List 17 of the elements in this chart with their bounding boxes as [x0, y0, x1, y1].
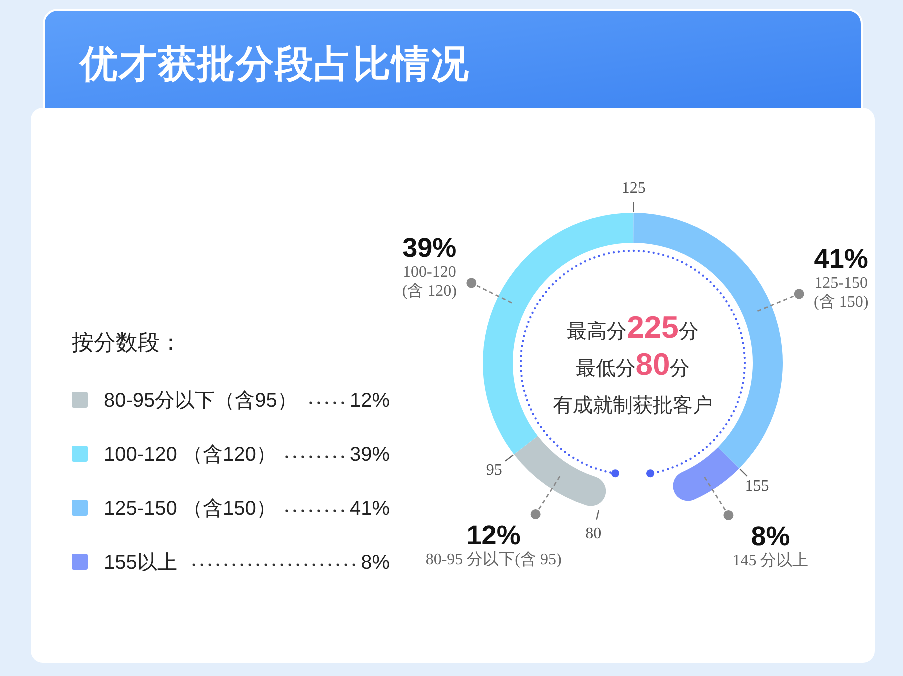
- text: 12%: [350, 390, 390, 412]
- text: 80: [586, 526, 602, 543]
- legend-label: 100-120 （含120）: [104, 444, 276, 466]
- text: 最低分80分: [576, 347, 690, 382]
- text: 41%: [350, 498, 390, 520]
- text: 8%: [361, 552, 390, 574]
- text: 155: [745, 478, 770, 496]
- legend-title: 按分数段：: [72, 330, 182, 355]
- data-label: 39%: [350, 444, 390, 466]
- legend-label: 155以上: [104, 552, 178, 574]
- text: 有成就制获批客户: [553, 395, 713, 417]
- chart-title: 优才获批分段占比情况: [78, 44, 470, 86]
- text: 最高分225分: [567, 310, 699, 345]
- legend-label: 80-95分以下（含95）: [104, 390, 298, 412]
- legend-label: 125-150 （含150）: [104, 498, 276, 520]
- text: 125: [622, 180, 646, 197]
- text: 95: [486, 462, 502, 479]
